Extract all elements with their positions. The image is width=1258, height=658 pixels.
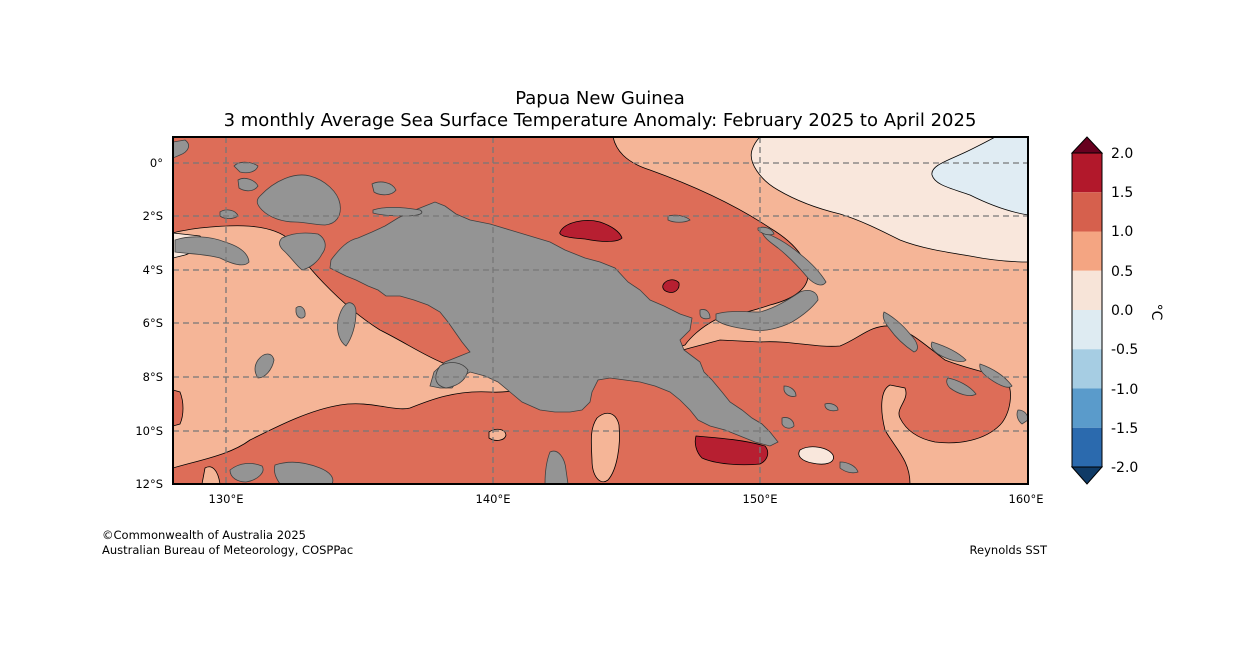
map-gridlines (173, 137, 1028, 484)
lat-label: 8°S (143, 370, 163, 384)
colorbar-tick: 2.0 (1111, 146, 1133, 162)
lat-label: 2°S (143, 209, 163, 223)
colorbar-tick: -0.5 (1111, 342, 1138, 358)
colorbar-segment (1072, 270, 1102, 310)
moluccas-islands (233, 161, 259, 174)
birds-head-peninsula (256, 174, 341, 226)
colorbar-segment (1072, 388, 1102, 428)
land-masses (173, 139, 1028, 484)
yapen-island (372, 206, 423, 217)
anomaly-zone-neg-0.5-0.0 (931, 137, 1028, 216)
anomaly-zone-1.0-1.5-south (173, 325, 1011, 484)
map-area (173, 137, 1028, 484)
small-island (824, 403, 839, 412)
bombarai-peninsula (279, 232, 326, 271)
lat-label: 12°S (135, 477, 163, 491)
colorbar-tick: -2.0 (1111, 460, 1138, 476)
map-title: Papua New Guinea (515, 88, 685, 109)
colorbar-unit-label: °C (1148, 304, 1164, 321)
agency-credit-text: Australian Bureau of Meteorology, COSPPa… (102, 543, 354, 557)
solomon-islands (1016, 409, 1028, 425)
colorbar-segment (1072, 310, 1102, 350)
colorbar-segment (1072, 349, 1102, 389)
colorbar-over-triangle (1070, 136, 1104, 154)
map-frame (172, 136, 1029, 485)
colorbar-tick: 0.5 (1111, 264, 1133, 280)
solomon-islands (946, 377, 977, 396)
lon-label: 160°E (1009, 492, 1044, 506)
biak-island (371, 181, 397, 196)
colorbar-segment (1072, 231, 1102, 271)
small-island (699, 309, 711, 320)
lat-label: 0° (150, 156, 163, 170)
colorbar-frame (1071, 152, 1103, 468)
lon-label: 130°E (209, 492, 244, 506)
trobriand-islands (783, 385, 797, 397)
colorbar-segment (1072, 153, 1102, 193)
lat-label: 6°S (143, 316, 163, 330)
moluccas-islands (237, 178, 259, 192)
map-subtitle: 3 monthly Average Sea Surface Temperatur… (223, 110, 977, 131)
anomaly-patch-1.5-2.0 (559, 220, 623, 242)
dentrecasteaux-islands (781, 417, 795, 429)
kolepom-island (435, 362, 469, 389)
longitude-labels: 130°E 140°E 150°E 160°E (209, 492, 1044, 506)
colorbar-segment (1072, 192, 1102, 232)
tanimbar-islands (254, 353, 275, 379)
lon-label: 150°E (743, 492, 778, 506)
timor-island (229, 462, 264, 483)
colorbar-tick: 1.0 (1111, 224, 1133, 240)
seram-island (174, 236, 250, 266)
anomaly-patch-1.5-2.0 (694, 435, 769, 466)
copyright-text: ©Commonwealth of Australia 2025 (102, 528, 307, 542)
solomon-islands (930, 341, 967, 362)
cape-york-peninsula (544, 450, 569, 484)
colorbar-tick: 0.0 (1111, 303, 1133, 319)
anomaly-patch-1.5-2.0 (662, 279, 680, 293)
timor-island (273, 461, 334, 484)
anomaly-patch-0.0-0.5 (798, 446, 834, 465)
anomaly-patch-1.0-1.5-west (173, 389, 184, 427)
aru-islands (337, 302, 357, 347)
solomon-islands (979, 363, 1013, 388)
colorbar-segment (1072, 427, 1102, 467)
halmahera-island (173, 139, 189, 159)
colorbar-tick: -1.0 (1111, 382, 1138, 398)
lat-label: 10°S (135, 424, 163, 438)
kai-islands (295, 306, 306, 319)
colorbar: 2.0 1.5 1.0 0.5 0.0 -0.5 -1.0 -1.5 -2.0 … (1070, 136, 1164, 485)
latitude-labels: 0° 2°S 4°S 6°S 8°S 10°S 12°S (135, 156, 163, 491)
colorbar-tick: -1.5 (1111, 421, 1138, 437)
colorbar-under-triangle (1070, 466, 1104, 485)
lat-label: 4°S (143, 263, 163, 277)
manus-island (667, 214, 691, 223)
new-ireland-island (761, 231, 827, 286)
lon-label: 140°E (476, 492, 511, 506)
louisiade-archipelago (839, 461, 859, 474)
colorbar-tick: 1.5 (1111, 185, 1133, 201)
data-source-text: Reynolds SST (969, 543, 1047, 557)
